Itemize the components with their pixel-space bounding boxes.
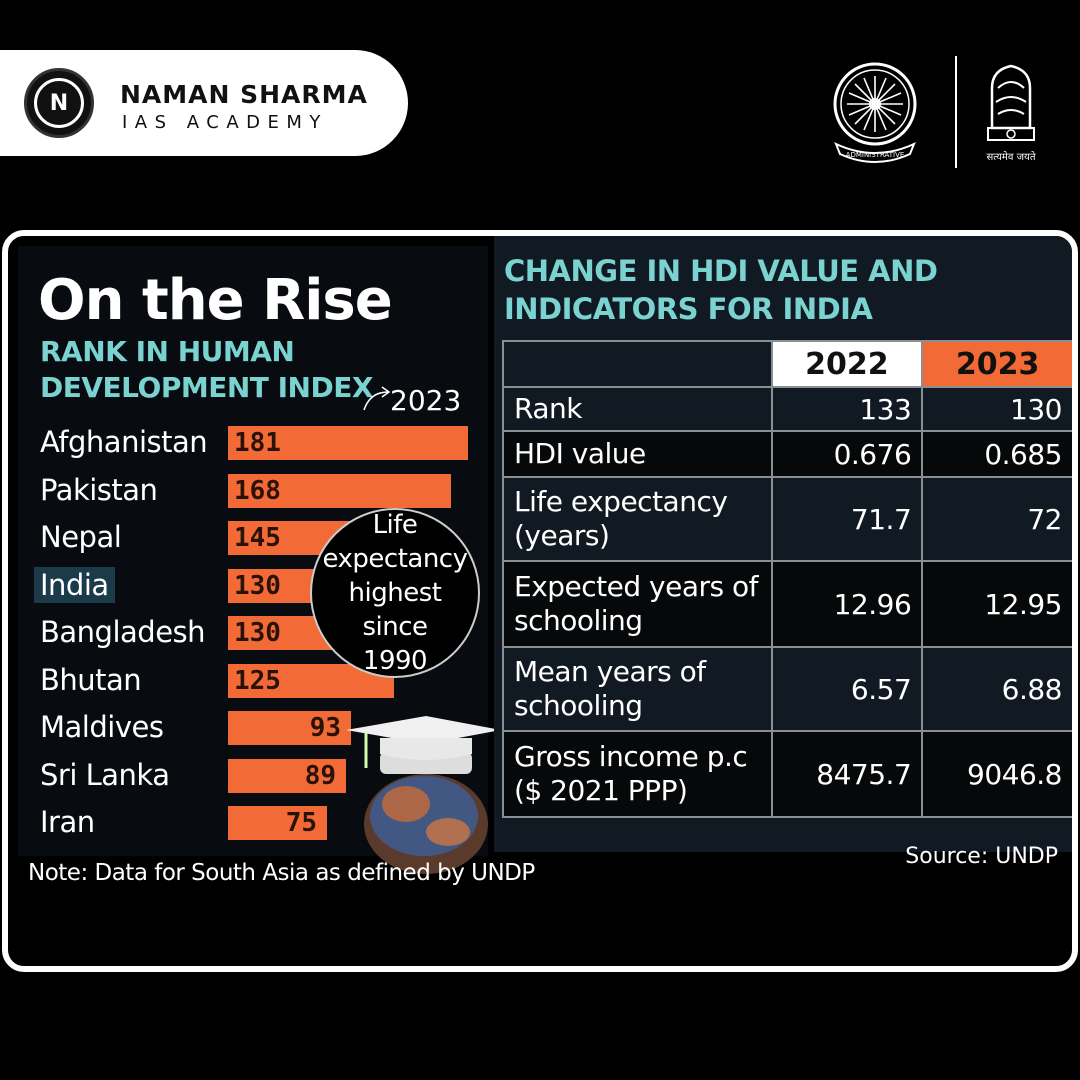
tick-label: Sri Lanka	[40, 757, 170, 792]
hdi-indicators-table: 2022 2023 Rank 133 130 HDI value 0.676 0…	[502, 340, 1072, 818]
table-row: Mean years of schooling 6.57 6.88	[502, 646, 1072, 732]
year-label: 2023	[390, 384, 462, 417]
source-credit: Source: UNDP	[905, 844, 1058, 869]
table-row: Rank 133 130	[502, 386, 1072, 432]
bar: 75	[228, 806, 327, 840]
bar: 93	[228, 711, 351, 745]
national-emblem-icon: सत्यमेव जयते	[986, 64, 1036, 163]
bar-row-iran: Iran 75	[34, 802, 474, 842]
callout-line: 1990	[362, 646, 428, 676]
cell-2023: 9046.8	[921, 730, 1072, 818]
bar-row-sri-lanka: Sri Lanka 89	[34, 755, 474, 795]
data-label: 130	[234, 618, 281, 648]
bar: 168	[228, 473, 451, 508]
table-header-2023: 2023	[921, 340, 1072, 388]
tick-label: Maldives	[40, 710, 164, 744]
tick-label: Pakistan	[40, 472, 158, 507]
emblem-divider	[955, 56, 957, 168]
callout-line: since	[362, 612, 428, 642]
ashoka-chakra-emblem-icon: ADMINISTRATIVE	[833, 62, 917, 163]
tick-label: Bangladesh	[40, 615, 206, 649]
bar-row-maldives: Maldives 93	[34, 707, 474, 747]
bar: 181	[228, 426, 468, 460]
footnote: Note: Data for South Asia as defined by …	[28, 860, 535, 886]
cell-2022: 0.676	[770, 430, 924, 478]
bar-row-bhutan: Bhutan 125	[34, 660, 474, 700]
data-label: 168	[234, 475, 281, 506]
tick-label: Iran	[40, 805, 95, 839]
callout-line: highest	[348, 578, 442, 608]
cell-2023: 0.685	[921, 430, 1072, 478]
brand-header: N NAMAN SHARMA IAS ACADEMY	[0, 50, 408, 156]
cell-2022: 71.7	[770, 476, 924, 562]
cell-2023: 130	[921, 386, 1072, 432]
callout-line: Life	[372, 510, 418, 540]
brand-logo-icon: N	[24, 68, 94, 138]
row-label: Life expectancy (years)	[502, 476, 773, 562]
row-label: Rank	[502, 386, 773, 432]
bar-row-afghanistan: Afghanistan 181	[34, 422, 474, 462]
row-label: HDI value	[502, 430, 773, 478]
table-header-blank	[502, 340, 773, 388]
curved-arrow-icon	[363, 386, 391, 411]
brand-name: NAMAN SHARMA	[120, 80, 368, 109]
tick-label: India	[34, 566, 115, 603]
row-label: Expected years of schooling	[502, 560, 773, 648]
table-row: Gross income p.c ($ 2021 PPP) 8475.7 904…	[502, 730, 1072, 818]
chart-subtitle: RANK IN HUMAN DEVELOPMENT INDEX	[40, 335, 373, 404]
cell-2023: 6.88	[921, 646, 1072, 732]
bar-row-pakistan: Pakistan 168	[34, 470, 474, 510]
tick-label: Bhutan	[40, 662, 142, 697]
cell-2022: 12.96	[770, 560, 924, 648]
chart-title: On the Rise	[38, 268, 393, 333]
callout-line: expectancy	[322, 544, 468, 574]
graduation-jar-illustration	[346, 716, 501, 874]
cell-2022: 8475.7	[770, 730, 924, 818]
tick-label: Afghanistan	[40, 425, 208, 459]
data-label: 125	[234, 665, 281, 696]
table-title: CHANGE IN HDI VALUE AND INDICATORS FOR I…	[504, 254, 938, 326]
data-label: 145	[234, 523, 281, 553]
row-label: Gross income p.c ($ 2021 PPP)	[502, 730, 773, 818]
tick-label: Nepal	[40, 520, 122, 554]
table-row: HDI value 0.676 0.685	[502, 430, 1072, 478]
life-expectancy-callout: Life expectancy highest since 1990	[310, 508, 480, 678]
row-label: Mean years of schooling	[502, 646, 773, 732]
hdi-table-panel: CHANGE IN HDI VALUE AND INDICATORS FOR I…	[494, 236, 1072, 852]
cell-2022: 6.57	[770, 646, 924, 732]
cell-2023: 12.95	[921, 560, 1072, 648]
wheel-emblem-label: ADMINISTRATIVE	[846, 151, 905, 159]
rank-chart-panel: On the Rise RANK IN HUMAN DEVELOPMENT IN…	[18, 246, 501, 874]
cell-2022: 133	[770, 386, 924, 432]
table-row: Life expectancy (years) 71.7 72	[502, 476, 1072, 562]
cell-2023: 72	[921, 476, 1072, 562]
data-label: 89	[304, 760, 336, 791]
infographic-card: On the Rise RANK IN HUMAN DEVELOPMENT IN…	[2, 230, 1078, 972]
data-label: 75	[285, 808, 317, 838]
brand-logo-letter: N	[34, 78, 84, 128]
data-label: 130	[234, 570, 281, 601]
emblem-motto: सत्यमेव जयते	[986, 151, 1035, 163]
data-label: 181	[234, 428, 281, 458]
table-header-2022: 2022	[770, 340, 924, 388]
bar: 89	[228, 758, 346, 793]
data-label: 93	[309, 713, 341, 743]
brand-subtitle: IAS ACADEMY	[122, 112, 328, 133]
table-row: Expected years of schooling 12.96 12.95	[502, 560, 1072, 648]
